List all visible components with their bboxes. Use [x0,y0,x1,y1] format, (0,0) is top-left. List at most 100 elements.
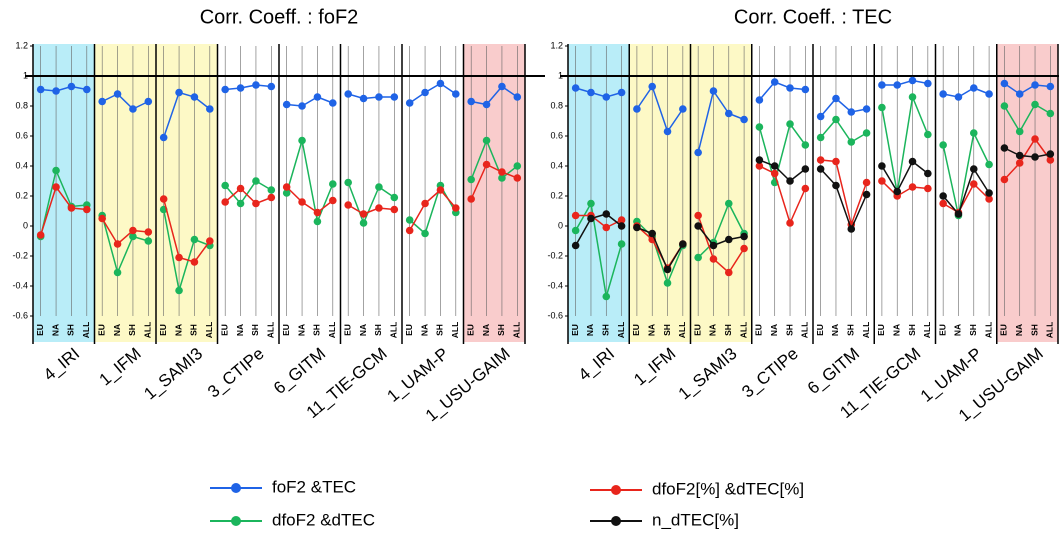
category-label: ALL [204,322,214,339]
series-point [571,84,580,92]
series-line [347,93,395,100]
series-point [144,97,153,106]
category-label: EU [404,324,414,336]
category-label: EU [281,324,291,336]
series-point [221,198,229,206]
category-label: EU [35,324,45,336]
category-label: NA [112,324,122,336]
series-line [225,84,272,91]
series-line [758,122,806,186]
series-line [286,96,334,107]
series-line [759,159,806,182]
series-point [816,165,825,173]
series-line [758,81,806,101]
group-label: 1_IFM [96,344,145,390]
series-line [697,225,745,247]
legend-label: dfoF2 &dTEC [272,510,375,529]
series-line [101,218,149,246]
category-label: NA [769,324,779,336]
series-point [908,93,917,101]
series-point [498,174,506,182]
series-point [985,189,993,197]
category-label: NA [708,324,718,336]
series-point [36,85,45,94]
series-line [759,165,807,226]
series-point [375,183,383,191]
series-point [832,94,840,103]
group-label: 4_IRI [40,344,83,385]
series-line [224,187,272,205]
series-point [694,253,702,262]
series-point [602,210,611,218]
category-label: ALL [266,322,276,339]
series-point [375,204,383,212]
series-point [908,183,917,191]
series-point [1015,90,1024,98]
series-point [175,253,183,262]
series-point [144,228,153,236]
category-label: SH [127,324,137,336]
series-point [236,84,245,92]
series-line [820,97,867,117]
series-point [175,286,183,295]
category-label: SH [907,324,917,336]
category-label: ALL [512,322,522,339]
series-point [816,133,825,142]
legend-marker [231,516,241,526]
series-point [694,222,702,230]
series-point [969,165,978,173]
y-tick-label: -0.2 [547,250,563,260]
series-line [942,182,990,214]
series-point [587,199,595,208]
series-line [409,183,457,235]
series-point [344,201,352,209]
category-label: SH [373,324,383,336]
series-point [985,195,993,203]
category-label: ALL [983,322,993,339]
series-point [252,177,260,185]
series-point [421,88,429,97]
series-point [602,93,611,101]
group-label: 1_SAMI3 [675,344,741,404]
series-point [694,148,702,157]
series-line [471,85,518,106]
series-point [1046,156,1055,164]
series-point [98,214,106,223]
series-point [1046,109,1055,118]
group-label: 6_GITM [270,344,329,398]
series-point [329,99,337,107]
series-point [390,205,399,214]
series-point [969,84,978,92]
category-label: ALL [327,322,337,339]
series-point [1031,81,1039,89]
category-label: EU [631,324,641,336]
series-point [617,88,626,97]
series-point [98,97,106,106]
category-label: SH [968,324,978,336]
series-line [943,87,990,98]
y-tick-label: 0 [23,220,28,230]
y-tick-label: 0.2 [15,190,28,200]
series-point [663,265,672,274]
series-point [663,279,672,287]
series-point [467,175,475,184]
series-line [347,182,395,226]
category-label: NA [891,324,901,336]
series-line [1004,147,1051,158]
series-line [881,79,928,86]
series-point [129,105,137,113]
series-line [881,160,929,194]
series-line [39,168,87,237]
series-point [282,183,291,191]
category-label: NA [953,324,963,336]
series-point [1046,150,1055,158]
series-point [513,162,522,170]
series-point [786,120,794,128]
group-label: 1_SAMI3 [140,344,206,404]
series-point [1000,79,1009,88]
series-point [206,237,214,245]
series-point [648,229,657,238]
series-point [298,102,306,110]
legend-marker [611,485,621,495]
